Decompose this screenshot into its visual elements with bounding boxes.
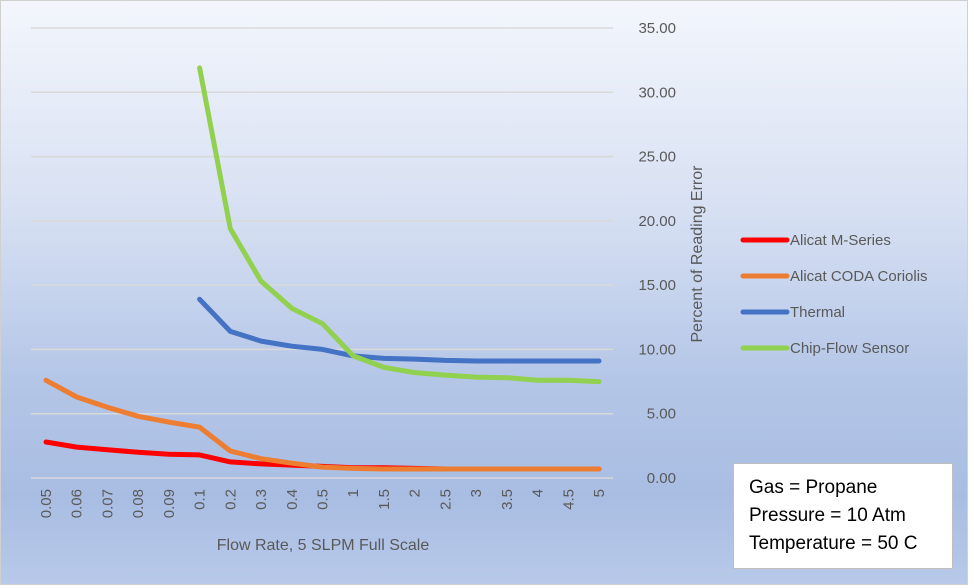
y-tick-labels: 0.00 5.00 10.00 15.00 20.00 25.00 30.00 35.00 xyxy=(638,20,676,487)
x-axis-title: Flow Rate, 5 SLPM Full Scale xyxy=(217,537,430,554)
gas-note: Gas = Propane xyxy=(749,477,878,498)
series-lines xyxy=(43,65,602,472)
y-tick-label: 5.00 xyxy=(647,406,676,423)
legend-label: Alicat CODA Coriolis xyxy=(790,268,928,285)
x-tick-label: 0.08 xyxy=(130,489,147,518)
y-tick-label: 10.00 xyxy=(638,341,676,358)
y-tick-label: 35.00 xyxy=(638,20,676,37)
y-axis-title: Percent of Reading Error xyxy=(689,165,706,343)
x-tick-label: 0.2 xyxy=(222,489,239,510)
legend-label: Chip-Flow Sensor xyxy=(790,340,909,357)
y-tick-label: 30.00 xyxy=(638,84,676,101)
x-tick-label: 1.5 xyxy=(376,489,393,510)
x-tick-label: 0.4 xyxy=(284,489,301,510)
x-tick-label: 5 xyxy=(591,489,608,497)
legend-label: Alicat M-Series xyxy=(790,232,891,249)
legend-label: Thermal xyxy=(790,304,845,321)
x-tick-label: 0.07 xyxy=(99,489,116,518)
series-line-1 xyxy=(43,377,602,472)
series-line-3 xyxy=(197,65,602,385)
legend: Alicat M-Series Alicat CODA Coriolis Therm… xyxy=(740,232,928,357)
x-tick-label: 2 xyxy=(407,489,424,497)
y-tick-label: 15.00 xyxy=(638,277,676,294)
x-tick-labels: 0.05 0.06 0.07 0.08 0.09 0.1 0.2 0.3 0.4 0.5 1 1.5 2… xyxy=(38,489,608,518)
temperature-note: Temperature = 50 C xyxy=(749,533,918,554)
x-tick-label: 0.5 xyxy=(315,489,332,510)
y-tick-label: 0.00 xyxy=(647,470,676,487)
x-tick-label: 3.5 xyxy=(499,489,516,510)
x-tick-label: 0.06 xyxy=(69,489,86,518)
x-tick-label: 1 xyxy=(345,489,362,497)
x-tick-label: 0.1 xyxy=(192,489,209,510)
y-tick-label: 25.00 xyxy=(638,149,676,166)
y-tick-label: 20.00 xyxy=(638,213,676,230)
series-line-2 xyxy=(197,296,602,364)
x-tick-label: 3 xyxy=(468,489,485,497)
x-tick-label: 4 xyxy=(530,489,547,497)
pressure-note: Pressure = 10 Atm xyxy=(749,505,906,526)
x-tick-label: 0.05 xyxy=(38,489,55,518)
x-tick-label: 2.5 xyxy=(437,489,454,510)
x-tick-label: 0.3 xyxy=(253,489,270,510)
x-tick-label: 0.09 xyxy=(161,489,178,518)
conditions-textbox: Gas = Propane Pressure = 10 Atm Temperat… xyxy=(733,463,953,569)
x-tick-label: 4.5 xyxy=(560,489,577,510)
